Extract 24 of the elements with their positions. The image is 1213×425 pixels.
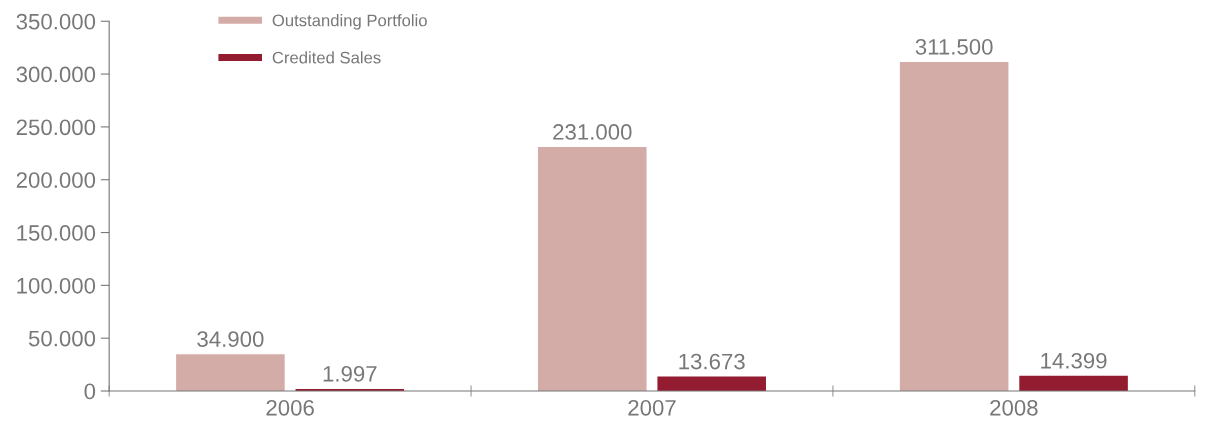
y-tick-label: 350.000 [16, 13, 96, 30]
y-tick-label: 150.000 [17, 225, 96, 241]
x-tick-label: 2006 [266, 399, 314, 416]
data-label: 311.500 [915, 39, 993, 55]
data-label: 231.000 [553, 124, 632, 140]
bar [657, 376, 766, 391]
y-tick-label: 250.000 [16, 119, 96, 136]
y-tick-label: 100.000 [17, 277, 96, 294]
bar [538, 146, 647, 391]
legend-label: Outstanding Portfolio [272, 14, 427, 30]
x-tick-label: 2007 [628, 399, 676, 416]
bar [1019, 375, 1128, 391]
legend-label: Credited Sales [272, 51, 381, 64]
bar [899, 61, 1009, 391]
data-label: 34.900 [197, 331, 264, 347]
y-tick-label: 300.000 [16, 66, 96, 83]
data-label: 1.997 [323, 365, 377, 382]
y-tick-label: 50.000 [28, 330, 96, 347]
data-label: 14.399 [1041, 352, 1107, 369]
y-tick-label: 0 [84, 383, 96, 400]
bar [176, 354, 285, 391]
x-tick-label: 2008 [990, 399, 1038, 416]
y-tick-label: 200.000 [16, 172, 96, 188]
data-label: 13.673 [679, 353, 745, 370]
